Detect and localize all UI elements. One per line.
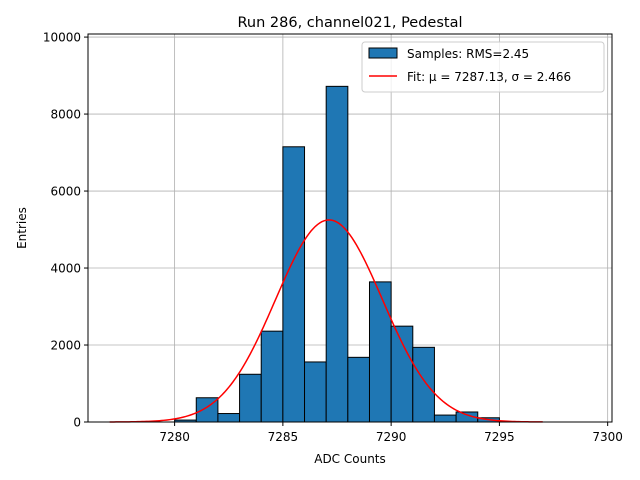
legend: Samples: RMS=2.45 Fit: μ = 7287.13, σ = … — [361, 41, 605, 93]
y-tick-label: 2000 — [50, 339, 81, 353]
plot-frame — [87, 33, 613, 423]
histogram-bar — [260, 330, 284, 423]
chart-title: Run 286, channel021, Pedestal — [237, 15, 462, 31]
histogram-bar — [239, 373, 262, 423]
histogram-bar — [368, 281, 392, 423]
legend-samples-swatch — [368, 47, 398, 59]
x-tick-label: 7300 — [592, 430, 623, 444]
histogram-bar — [347, 356, 370, 423]
fit-curve — [109, 219, 543, 423]
histogram-bar — [217, 413, 241, 423]
y-tick-label: 10000 — [43, 31, 81, 45]
y-axis-ticks: 0 2000 4000 6000 8000 10000 — [43, 31, 88, 430]
x-axis-ticks: 7280 7285 7290 7295 7300 — [159, 422, 623, 444]
y-tick-label: 0 — [73, 416, 81, 430]
x-tick-label: 7290 — [376, 430, 407, 444]
x-tick-label: 7285 — [268, 430, 299, 444]
y-tick-label: 6000 — [50, 185, 81, 199]
legend-box — [361, 41, 605, 93]
y-tick-label: 4000 — [50, 262, 81, 276]
histogram-bars — [174, 85, 500, 423]
histogram-bar — [433, 414, 457, 423]
x-axis-label: ADC Counts — [314, 452, 386, 466]
legend-fit-label: Fit: μ = 7287.13, σ = 2.466 — [407, 70, 571, 84]
legend-samples-label: Samples: RMS=2.45 — [407, 47, 529, 61]
x-tick-label: 7280 — [159, 430, 190, 444]
histogram-bar — [412, 346, 435, 423]
histogram-bar — [390, 325, 414, 423]
histogram-bar — [304, 361, 327, 423]
y-tick-label: 8000 — [50, 108, 81, 122]
y-axis-label: Entries — [15, 207, 29, 249]
histogram-bar — [325, 85, 349, 423]
x-tick-label: 7295 — [484, 430, 515, 444]
histogram-bar — [282, 146, 306, 423]
